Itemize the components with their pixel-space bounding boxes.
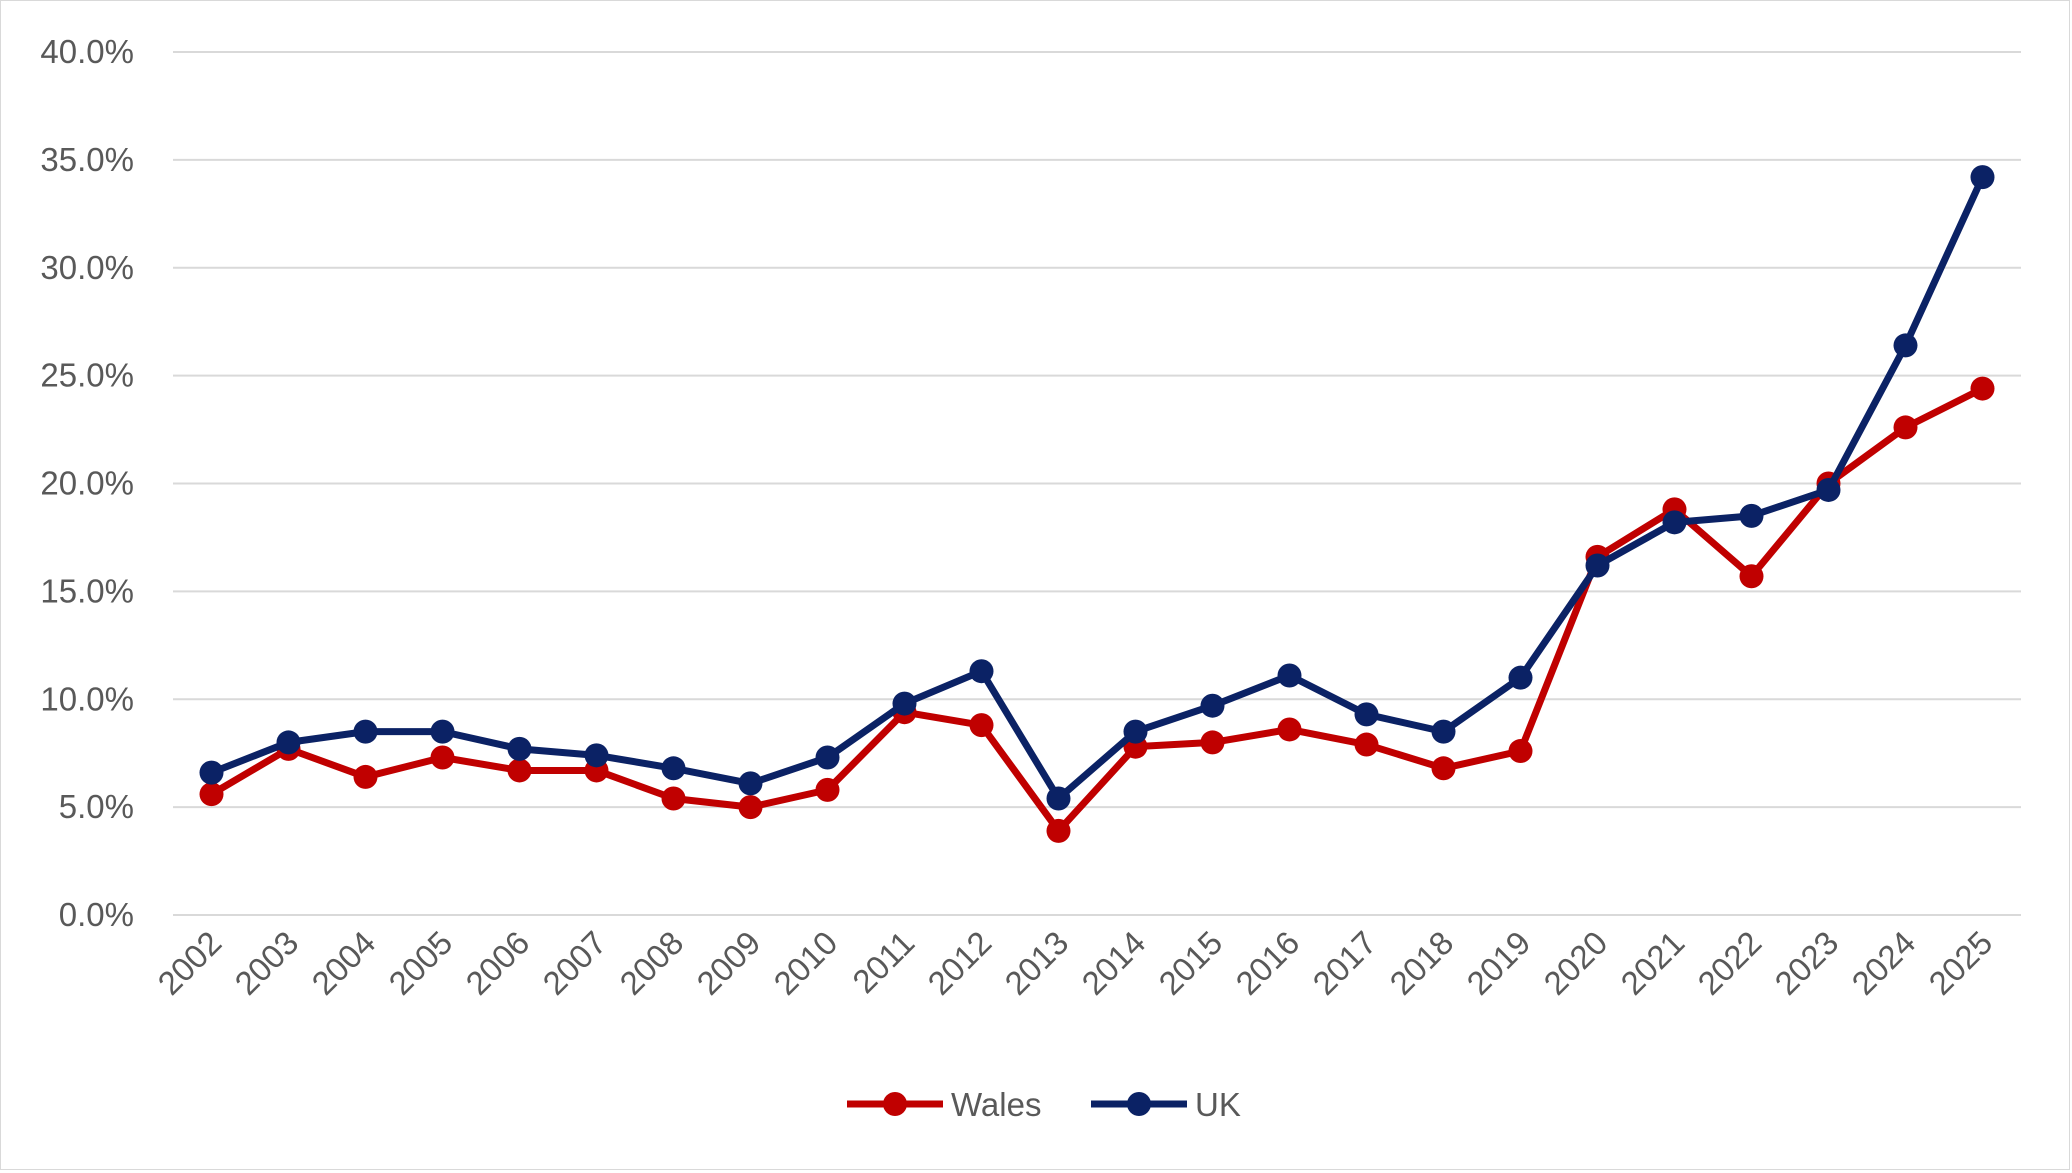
x-tick-label: 2010 xyxy=(766,924,844,1002)
legend-item-uk: UK xyxy=(1091,1086,1241,1123)
data-point-uk-2012 xyxy=(969,659,994,684)
x-tick-label: 2003 xyxy=(227,924,305,1002)
legend: Wales UK xyxy=(847,1086,1241,1123)
data-point-uk-2024 xyxy=(1893,333,1918,358)
y-tick-label: 25.0% xyxy=(40,357,134,394)
x-tick-label: 2017 xyxy=(1305,924,1383,1002)
x-tick-label: 2019 xyxy=(1459,924,1537,1002)
x-tick-label: 2023 xyxy=(1767,924,1845,1002)
x-tick-label: 2013 xyxy=(997,924,1075,1002)
x-tick-label: 2011 xyxy=(845,924,921,1000)
data-point-uk-2009 xyxy=(738,771,763,796)
y-tick-label: 0.0% xyxy=(59,896,134,933)
data-point-wales-2010 xyxy=(815,777,840,802)
data-point-uk-2004 xyxy=(353,719,378,744)
x-tick-label: 2016 xyxy=(1228,924,1306,1002)
legend-item-wales: Wales xyxy=(847,1086,1041,1123)
x-tick-label: 2025 xyxy=(1921,924,1999,1002)
data-point-uk-2010 xyxy=(815,745,840,770)
y-tick-label: 15.0% xyxy=(40,572,134,609)
data-point-uk-2017 xyxy=(1354,702,1379,727)
x-tick-label: 2006 xyxy=(458,924,536,1002)
data-point-uk-2014 xyxy=(1123,719,1148,744)
data-point-uk-2003 xyxy=(276,730,301,755)
data-point-uk-2022 xyxy=(1739,503,1764,528)
data-point-uk-2015 xyxy=(1200,693,1225,718)
x-tick-label: 2014 xyxy=(1074,924,1152,1002)
legend-label: Wales xyxy=(951,1086,1041,1123)
data-point-wales-2013 xyxy=(1046,818,1071,843)
legend-marker xyxy=(1127,1092,1151,1116)
x-tick-label: 2022 xyxy=(1690,924,1768,1002)
y-tick-label: 35.0% xyxy=(40,141,134,178)
data-point-wales-2018 xyxy=(1431,756,1456,781)
x-tick-label: 2012 xyxy=(920,924,998,1002)
x-tick-label: 2024 xyxy=(1844,924,1922,1002)
legend-label: UK xyxy=(1195,1086,1241,1123)
y-axis-ticks: 0.0% 5.0% 10.0% 15.0% 20.0% 25.0% 30.0% 35.0% 40… xyxy=(40,33,134,933)
data-point-uk-2016 xyxy=(1277,663,1302,688)
data-point-uk-2019 xyxy=(1508,665,1533,690)
series xyxy=(199,165,1995,843)
data-point-wales-2002 xyxy=(199,782,224,807)
y-tick-label: 5.0% xyxy=(59,788,134,825)
data-point-wales-2015 xyxy=(1200,730,1225,755)
series-wales xyxy=(199,376,1995,843)
data-point-wales-2016 xyxy=(1277,717,1302,742)
data-point-uk-2025 xyxy=(1970,165,1995,190)
data-point-uk-2002 xyxy=(199,760,224,785)
data-point-uk-2020 xyxy=(1585,553,1610,578)
data-point-uk-2006 xyxy=(507,736,532,761)
data-point-wales-2004 xyxy=(353,764,378,789)
legend-marker xyxy=(883,1092,907,1116)
x-tick-label: 2005 xyxy=(381,924,459,1002)
x-tick-label: 2008 xyxy=(612,924,690,1002)
data-point-wales-2006 xyxy=(507,758,532,783)
data-point-wales-2019 xyxy=(1508,739,1533,764)
series-uk xyxy=(199,165,1995,811)
data-point-wales-2022 xyxy=(1739,564,1764,589)
y-tick-label: 20.0% xyxy=(40,465,134,502)
y-tick-label: 40.0% xyxy=(40,33,134,70)
data-point-wales-2025 xyxy=(1970,376,1995,401)
x-tick-label: 2009 xyxy=(689,924,767,1002)
data-point-wales-2008 xyxy=(661,786,686,811)
x-tick-label: 2007 xyxy=(535,924,613,1002)
data-point-wales-2009 xyxy=(738,795,763,820)
x-tick-label: 2018 xyxy=(1382,924,1460,1002)
grid-lines xyxy=(173,51,2021,916)
data-point-wales-2005 xyxy=(430,745,455,770)
x-tick-label: 2004 xyxy=(304,924,382,1002)
data-point-uk-2005 xyxy=(430,719,455,744)
x-tick-label: 2002 xyxy=(150,924,228,1002)
data-point-wales-2012 xyxy=(969,713,994,738)
data-point-uk-2011 xyxy=(892,691,917,716)
data-point-uk-2018 xyxy=(1431,719,1456,744)
y-tick-label: 30.0% xyxy=(40,249,134,286)
series-line-uk xyxy=(208,173,1986,802)
data-point-wales-2024 xyxy=(1893,415,1918,440)
x-tick-label: 2021 xyxy=(1613,924,1691,1002)
data-point-uk-2021 xyxy=(1662,510,1687,535)
data-point-wales-2017 xyxy=(1354,732,1379,757)
y-tick-label: 10.0% xyxy=(40,680,134,717)
x-tick-label: 2020 xyxy=(1536,924,1614,1002)
data-point-uk-2007 xyxy=(584,743,609,768)
data-point-uk-2008 xyxy=(661,756,686,781)
data-point-uk-2023 xyxy=(1816,477,1841,502)
x-tick-label: 2015 xyxy=(1151,924,1229,1002)
data-point-uk-2013 xyxy=(1046,786,1071,811)
